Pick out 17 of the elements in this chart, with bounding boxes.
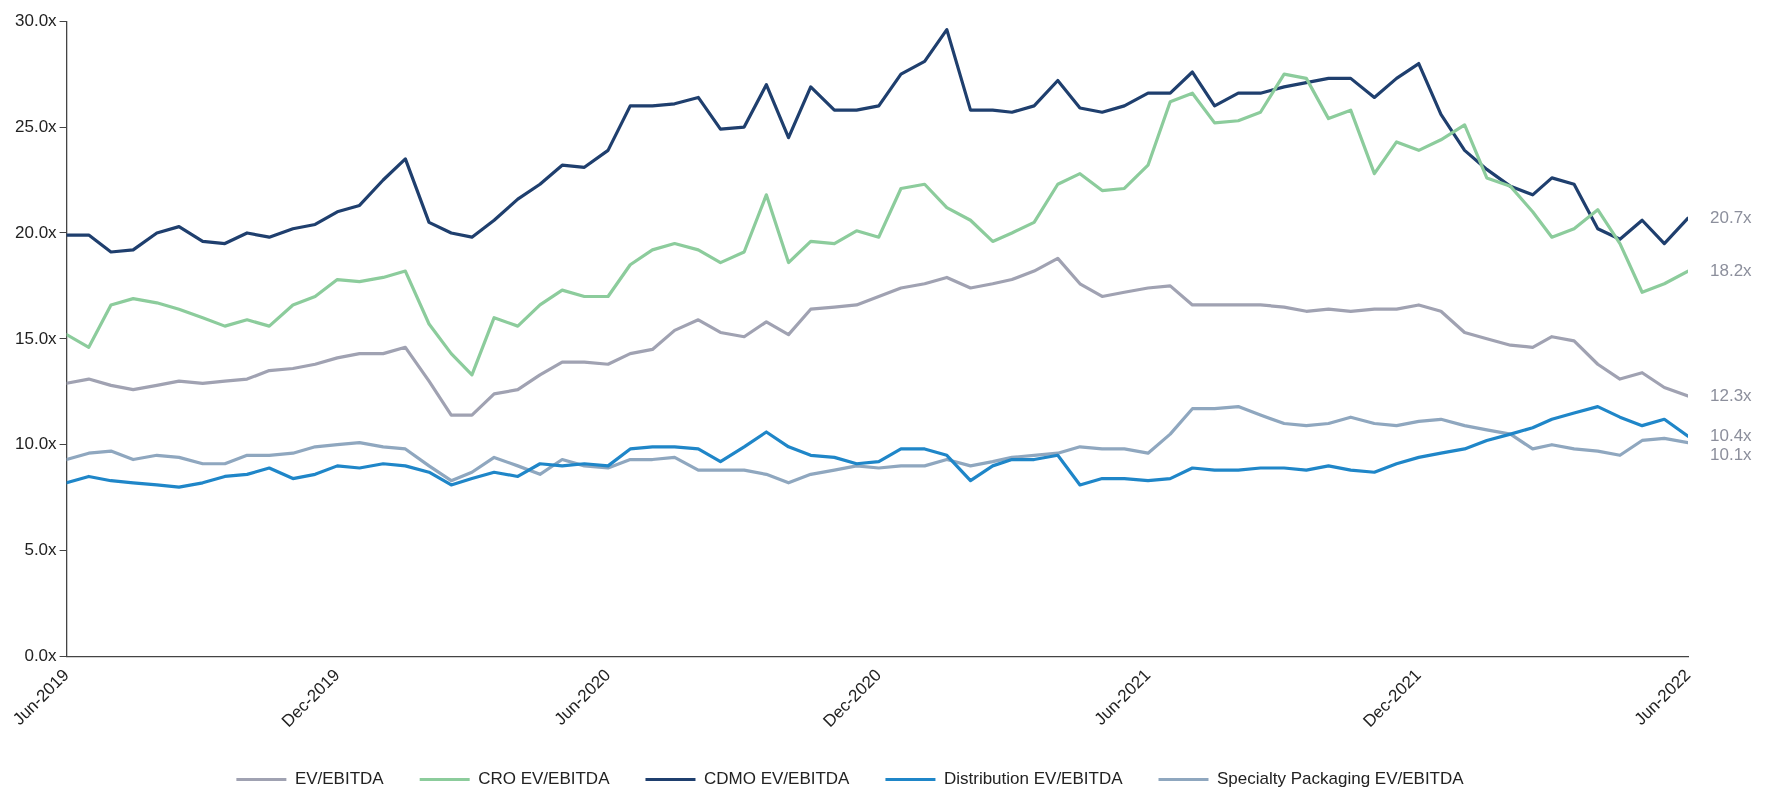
y-tick-label: 0.0x (24, 646, 58, 666)
y-tick-label: 5.0x (24, 540, 58, 560)
legend-label: Specialty Packaging EV/EBITDA (1217, 769, 1465, 789)
annotation: 12.3x (1710, 385, 1753, 405)
annotation: 20.7x (1710, 207, 1753, 227)
annotation: 10.4x (1710, 425, 1753, 445)
legend-label: CRO EV/EBITDA (478, 769, 611, 789)
legend-label: Distribution EV/EBITDA (943, 769, 1124, 789)
y-tick-label: 10.0x (14, 434, 58, 454)
legend-label: EV/EBITDA (294, 769, 385, 789)
y-tick-label: 20.0x (14, 222, 58, 242)
legend-label: CDMO EV/EBITDA (703, 769, 851, 789)
annotation: 10.1x (1710, 444, 1753, 464)
annotation: 18.2x (1710, 260, 1753, 280)
y-tick-label: 25.0x (14, 116, 58, 136)
y-tick-label: 15.0x (14, 328, 58, 348)
y-tick-label: 30.0x (14, 10, 58, 30)
